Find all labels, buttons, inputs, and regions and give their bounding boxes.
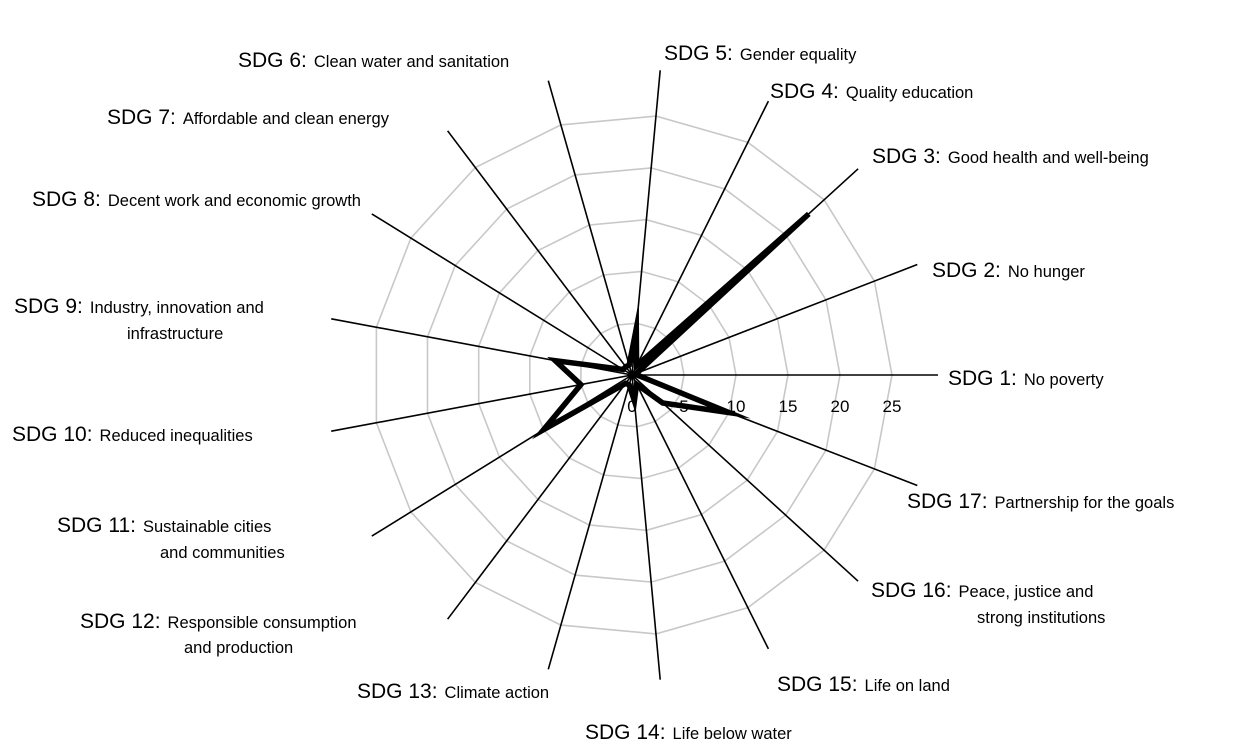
sdg-code: SDG 15: — [777, 673, 858, 696]
sdg-code: SDG 6: — [238, 49, 307, 72]
category-label-text: SDG 16: Peace, justice and — [871, 579, 1093, 602]
sdg-code: SDG 3: — [872, 145, 941, 168]
category-label-sdg-8: SDG 8: Decent work and economic growth — [32, 188, 361, 211]
category-label-text: SDG 4: Quality education — [770, 80, 973, 103]
radial-tick-label: 0 — [627, 397, 636, 416]
sdg-code: SDG 2: — [932, 259, 1001, 282]
sdg-description-line-2: infrastructure — [127, 325, 223, 343]
category-label-sdg-7: SDG 7: Affordable and clean energy — [107, 106, 390, 129]
sdg-description: Gender equality — [740, 46, 857, 64]
radial-tick-label: 20 — [831, 397, 850, 416]
category-label-text: SDG 7: Affordable and clean energy — [107, 106, 390, 129]
sdg-description: Peace, justice and — [959, 583, 1094, 601]
category-label-sdg-9: SDG 9: Industry, innovation and infrastruc… — [14, 295, 264, 343]
category-label-sdg-3: SDG 3: Good health and well-being — [872, 145, 1149, 168]
axis-spoke-16 — [631, 374, 859, 582]
axis-spoke-2 — [631, 263, 918, 376]
category-label-text: SDG 12: Responsible consumption — [80, 610, 357, 633]
sdg-code: SDG 7: — [107, 106, 176, 129]
category-label-sdg-6: SDG 6: Clean water and sanitation — [238, 49, 509, 72]
sdg-code: SDG 14: — [585, 721, 666, 744]
grid-ring-10 — [528, 270, 737, 480]
sdg-description: Clean water and sanitation — [314, 53, 509, 71]
grid-ring-15 — [477, 218, 789, 532]
category-label-text: SDG 2: No hunger — [932, 259, 1085, 282]
category-label-text: SDG 8: Decent work and economic growth — [32, 188, 361, 211]
sdg-description-line-2: strong institutions — [977, 609, 1105, 627]
sdg-description: Life on land — [865, 677, 950, 695]
category-label-sdg-10: SDG 10: Reduced inequalities — [12, 423, 253, 446]
sdg-code: SDG 10: — [12, 423, 93, 446]
sdg-description-line-2: and production — [184, 639, 293, 657]
category-labels: SDG 1: No poverty SDG 2: No hunger SDG 3: Goo… — [12, 42, 1174, 744]
category-label-sdg-13: SDG 13: Climate action — [357, 680, 549, 703]
category-label-text: SDG 6: Clean water and sanitation — [238, 49, 509, 72]
grid-ring-20 — [426, 167, 841, 583]
sdg-description: Quality education — [846, 84, 974, 102]
axis-spoke-7 — [446, 130, 633, 376]
sdg-description: Life below water — [673, 725, 793, 743]
category-label-sdg-4: SDG 4: Quality education — [770, 80, 973, 103]
category-label-text: SDG 1: No poverty — [948, 367, 1104, 390]
category-label-text: SDG 13: Climate action — [357, 680, 549, 703]
data-series — [531, 211, 811, 440]
sdg-description: Good health and well-being — [948, 149, 1149, 167]
sdg-description: Affordable and clean energy — [183, 110, 390, 128]
category-label-sdg-2: SDG 2: No hunger — [932, 259, 1085, 282]
sdg-code: SDG 11: — [57, 514, 136, 537]
sdg-code: SDG 5: — [664, 42, 733, 65]
category-label-text: SDG 10: Reduced inequalities — [12, 423, 253, 446]
category-label-text: SDG 14: Life below water — [585, 721, 792, 744]
axis-spoke-15 — [631, 374, 770, 650]
category-label-text: SDG 11: Sustainable cities — [57, 514, 271, 537]
sdg-description: Climate action — [445, 684, 550, 702]
sdg-description: Partnership for the goals — [995, 494, 1175, 512]
sdg-code: SDG 13: — [357, 680, 438, 703]
sdg-code: SDG 4: — [770, 80, 839, 103]
axis-spoke-12 — [446, 374, 633, 620]
radial-grid — [375, 115, 893, 635]
category-label-sdg-17: SDG 17: Partnership for the goals — [907, 490, 1174, 513]
category-axes — [331, 70, 938, 680]
sdg-code: SDG 12: — [80, 610, 161, 633]
sdg-code: SDG 16: — [871, 579, 952, 602]
category-label-text: SDG 3: Good health and well-being — [872, 145, 1149, 168]
radial-tick-label: 25 — [883, 397, 902, 416]
sdg-description: No hunger — [1008, 263, 1086, 281]
sdg-description: Sustainable cities — [143, 518, 271, 536]
category-label-sdg-14: SDG 14: Life below water — [585, 721, 792, 744]
category-label-sdg-16: SDG 16: Peace, justice and strong institut… — [871, 579, 1105, 627]
sdg-code: SDG 17: — [907, 490, 988, 513]
axis-spoke-8 — [371, 213, 633, 376]
sdg-description-line-2: and communities — [160, 544, 285, 562]
axis-spoke-6 — [547, 80, 633, 376]
category-label-text: SDG 15: Life on land — [777, 673, 950, 696]
category-label-text: SDG 9: Industry, innovation and — [14, 295, 264, 318]
category-label-sdg-1: SDG 1: No poverty — [948, 367, 1104, 390]
category-label-sdg-11: SDG 11: Sustainable cities and communities — [57, 514, 285, 562]
sdg-description: Responsible consumption — [168, 614, 357, 632]
category-label-sdg-15: SDG 15: Life on land — [777, 673, 950, 696]
axis-spoke-13 — [547, 374, 633, 670]
category-label-sdg-12: SDG 12: Responsible consumption and produc… — [80, 610, 357, 657]
sdg-code: SDG 1: — [948, 367, 1017, 390]
radial-tick-label: 15 — [779, 397, 798, 416]
sdg-description: No poverty — [1024, 371, 1105, 389]
grid-ring-5 — [580, 322, 685, 428]
sdg-description: Reduced inequalities — [100, 427, 253, 445]
sdg-code: SDG 9: — [14, 295, 83, 318]
category-label-sdg-5: SDG 5: Gender equality — [664, 42, 857, 65]
category-label-text: SDG 17: Partnership for the goals — [907, 490, 1174, 513]
category-label-text: SDG 5: Gender equality — [664, 42, 857, 65]
sdg-description: Decent work and economic growth — [108, 192, 361, 210]
series-line — [531, 211, 811, 440]
grid-ring-25 — [375, 115, 893, 635]
axis-spoke-14 — [631, 374, 661, 680]
radial-ticks: 0 5 10 15 20 25 — [627, 397, 901, 416]
axis-spoke-4 — [631, 100, 770, 376]
sdg-code: SDG 8: — [32, 188, 101, 211]
sdg-description: Industry, innovation and — [90, 299, 264, 317]
